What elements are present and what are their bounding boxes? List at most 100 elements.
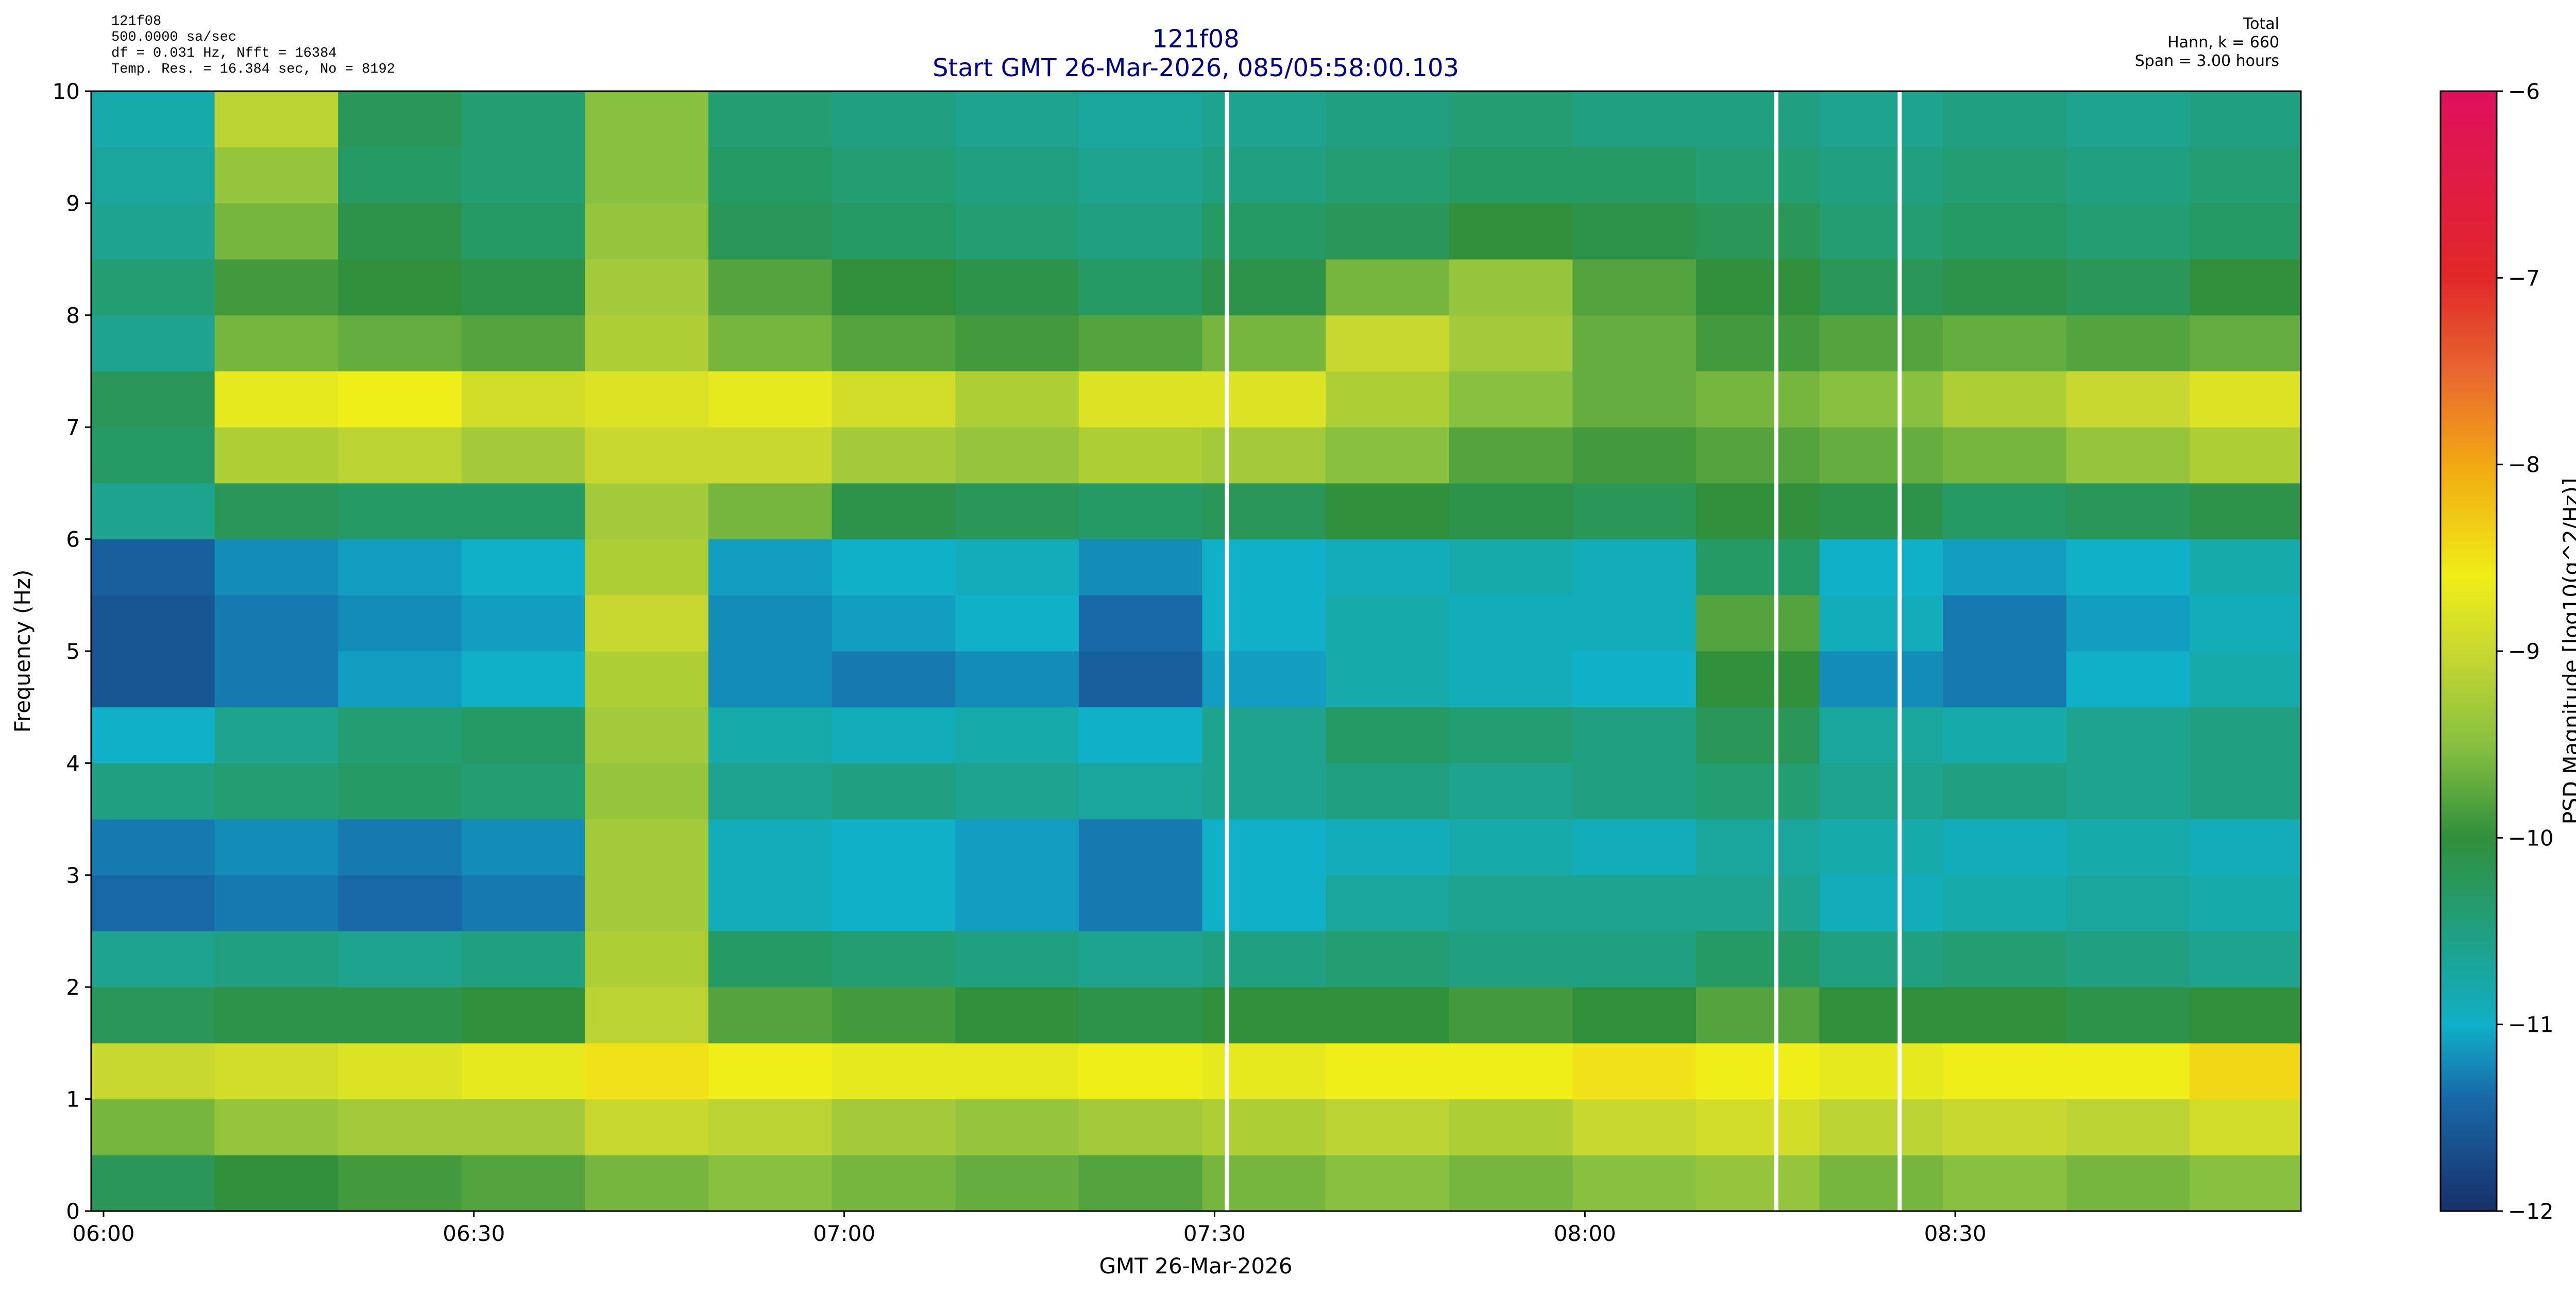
y-tick-label: 9 (66, 191, 80, 216)
heatmap-cell (955, 371, 1079, 428)
heatmap-cell (1078, 1155, 1202, 1211)
heatmap-cell (1078, 483, 1202, 540)
heatmap-cell (91, 315, 215, 371)
heatmap-cell (338, 707, 462, 763)
heatmap-cell (1202, 651, 1326, 708)
heatmap-cell (1078, 427, 1202, 484)
heatmap-cell (1572, 483, 1697, 540)
heatmap-cell (461, 259, 585, 316)
heatmap-cell (338, 315, 462, 371)
heatmap-cell (832, 763, 956, 820)
heatmap-cell (1078, 595, 1202, 652)
heatmap-cell (1943, 651, 2067, 708)
heatmap-cell (2066, 539, 2190, 595)
heatmap-cell (338, 1155, 462, 1211)
heatmap-cell (955, 483, 1079, 540)
heatmap-cell (585, 987, 709, 1044)
heatmap-cell (2066, 91, 2190, 148)
heatmap-cell (1572, 1043, 1697, 1100)
info-line: 500.0000 sa/sec (111, 30, 236, 45)
heatmap-cell (214, 931, 338, 987)
y-tick-label: 5 (66, 639, 80, 664)
heatmap-cell (955, 763, 1079, 820)
heatmap-cell (955, 1155, 1079, 1211)
heatmap-cell (1943, 483, 2067, 540)
heatmap-cell (708, 147, 833, 203)
heatmap-cell (1572, 539, 1697, 595)
heatmap-cell (338, 1099, 462, 1155)
colorbar-tick-label: −11 (2508, 1012, 2554, 1037)
heatmap-cell (1202, 931, 1326, 987)
heatmap-cell (2190, 987, 2301, 1044)
heatmap-cell (2066, 1043, 2190, 1100)
heatmap-cell (1078, 987, 1202, 1044)
heatmap-cell (461, 931, 585, 987)
heatmap-cell (2190, 763, 2301, 820)
heatmap-cell (2066, 1155, 2190, 1211)
heatmap-cell (1449, 483, 1573, 540)
heatmap-cell (214, 1043, 338, 1100)
heatmap-cell (338, 371, 462, 428)
heatmap-cell (1449, 875, 1573, 931)
heatmap-cell (1326, 259, 1450, 316)
heatmap-cell (2066, 819, 2190, 876)
heatmap-cell (214, 539, 338, 595)
heatmap-cell (2066, 987, 2190, 1044)
heatmap-cell (1572, 315, 1697, 371)
y-axis-label: Frequency (Hz) (10, 570, 35, 733)
heatmap-cell (1943, 371, 2067, 428)
heatmap-cell (1943, 819, 2067, 876)
heatmap-cell (832, 707, 956, 763)
heatmap-cell (1819, 1155, 1943, 1211)
x-tick-label: 06:00 (72, 1221, 134, 1246)
heatmap-cell (585, 203, 709, 260)
heatmap-cell (955, 1099, 1079, 1155)
colorbar (2439, 90, 2498, 1212)
heatmap-cell (1696, 1155, 1820, 1211)
heatmap-cell (1078, 819, 1202, 876)
heatmap-cell (461, 987, 585, 1044)
heatmap-cell (91, 1043, 215, 1100)
heatmap-cell (1572, 91, 1697, 148)
heatmap-cell (832, 483, 956, 540)
heatmap-cell (955, 539, 1079, 595)
heatmap-cell (1449, 707, 1573, 763)
heatmap-cell (1326, 371, 1450, 428)
heatmap-cell (1202, 707, 1326, 763)
heatmap-cell (2190, 539, 2301, 595)
heatmap-cell (1572, 819, 1697, 876)
heatmap-cell (955, 931, 1079, 987)
heatmap-cell (338, 483, 462, 540)
heatmap-cell (1449, 1155, 1573, 1211)
heatmap-cell (1078, 707, 1202, 763)
heatmap (91, 91, 2301, 1211)
heatmap-cell (832, 1155, 956, 1211)
heatmap-cell (1572, 595, 1697, 652)
heatmap-cell (1696, 539, 1820, 595)
heatmap-cell (2190, 371, 2301, 428)
heatmap-cell (832, 259, 956, 316)
heatmap-cell (1202, 595, 1326, 652)
heatmap-cell (585, 875, 709, 931)
heatmap-cell (1696, 371, 1820, 428)
heatmap-cell (1819, 1099, 1943, 1155)
heatmap-cell (461, 147, 585, 203)
heatmap-cell (1449, 1043, 1573, 1100)
heatmap-cell (708, 931, 833, 987)
heatmap-cell (461, 315, 585, 371)
heatmap-cell (2066, 651, 2190, 708)
heatmap-cell (1326, 819, 1450, 876)
heatmap-cell (461, 875, 585, 931)
heatmap-cell (2066, 147, 2190, 203)
heatmap-cell (1696, 987, 1820, 1044)
heatmap-cell (1696, 427, 1820, 484)
heatmap-cell (91, 651, 215, 708)
heatmap-cell (708, 91, 833, 148)
y-tick-label: 2 (66, 975, 80, 1000)
heatmap-cell (2190, 91, 2301, 148)
heatmap-cell (2066, 875, 2190, 931)
heatmap-cell (91, 371, 215, 428)
heatmap-cell (2190, 707, 2301, 763)
heatmap-cell (585, 931, 709, 987)
heatmap-cell (91, 91, 215, 148)
